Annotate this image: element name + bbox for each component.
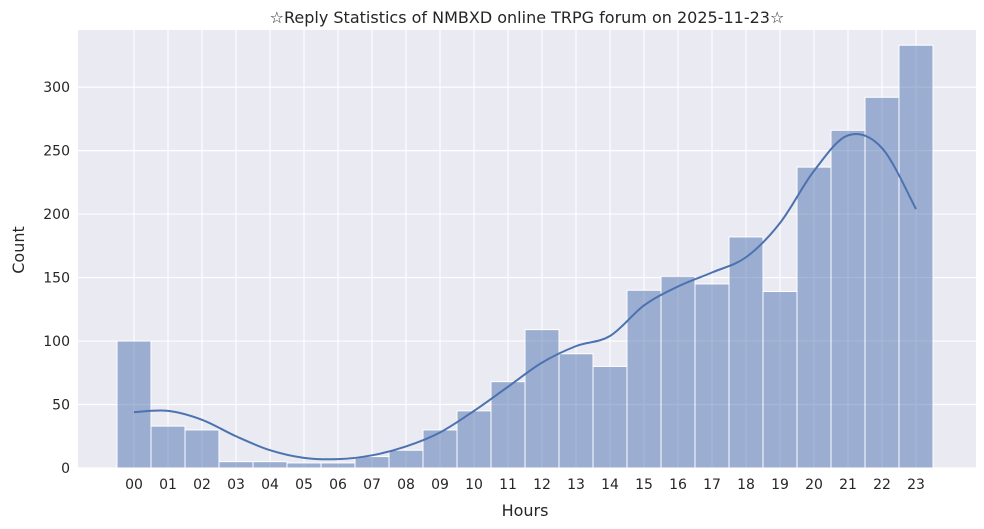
kde-line: [133, 133, 917, 461]
bar-08: [388, 449, 424, 469]
bar-02: [184, 429, 220, 469]
bar-06: [320, 462, 356, 469]
bar-04: [252, 461, 288, 469]
x-tick-label: 06: [329, 477, 347, 493]
x-tick-label: 13: [567, 477, 585, 493]
y-axis-ticks: 0 50 100 150 200 250 300: [43, 80, 70, 477]
x-tick-label: 18: [737, 477, 755, 493]
y-axis-label: Count: [9, 226, 28, 274]
x-tick-label: 20: [805, 477, 823, 493]
x-tick-label: 02: [193, 477, 211, 493]
chart-title: ☆Reply Statistics of NMBXD online TRPG f…: [270, 8, 785, 27]
x-tick-label: 15: [635, 477, 653, 493]
bar-19: [762, 291, 798, 469]
x-axis-ticks: 00 01 02 03 04 05 06 07 08 09 10 11 12 13 14 15 16 17 18 19…: [125, 477, 925, 493]
bar-00: [116, 340, 152, 469]
y-tick-label: 300: [43, 80, 70, 96]
y-tick-label: 50: [52, 398, 70, 414]
bars: [116, 44, 934, 469]
bar-09: [422, 429, 458, 469]
x-tick-label: 21: [839, 477, 857, 493]
bar-21: [830, 129, 866, 469]
x-tick-label: 17: [703, 477, 721, 493]
y-tick-label: 100: [43, 334, 70, 350]
bar-05: [286, 462, 322, 469]
x-tick-label: 11: [499, 477, 517, 493]
x-tick-label: 09: [431, 477, 449, 493]
x-tick-label: 00: [125, 477, 143, 493]
x-tick-label: 16: [669, 477, 687, 493]
bar-01: [150, 425, 186, 469]
bar-13: [558, 353, 594, 469]
bar-20: [796, 166, 832, 469]
x-tick-label: 08: [397, 477, 415, 493]
x-tick-label: 12: [533, 477, 551, 493]
x-tick-label: 04: [261, 477, 279, 493]
x-tick-label: 03: [227, 477, 245, 493]
y-tick-label: 200: [43, 207, 70, 223]
x-tick-label: 10: [465, 477, 483, 493]
x-tick-label: 05: [295, 477, 313, 493]
x-tick-label: 23: [907, 477, 925, 493]
bar-10: [456, 410, 492, 469]
bar-22: [864, 96, 900, 469]
bar-03: [218, 461, 254, 469]
bar-12: [524, 329, 560, 469]
bar-23: [898, 44, 934, 469]
y-tick-label: 0: [61, 461, 70, 477]
bar-16: [660, 275, 696, 469]
bar-18: [728, 236, 764, 469]
x-tick-label: 22: [873, 477, 891, 493]
x-tick-label: 19: [771, 477, 789, 493]
bar-17: [694, 283, 730, 469]
x-tick-label: 14: [601, 477, 619, 493]
y-tick-label: 150: [43, 271, 70, 287]
bar-07: [354, 456, 390, 469]
x-tick-label: 01: [159, 477, 177, 493]
x-tick-label: 07: [363, 477, 381, 493]
bar-15: [626, 289, 662, 469]
x-axis-label: Hours: [502, 501, 549, 520]
bar-14: [592, 365, 628, 469]
y-tick-label: 250: [43, 144, 70, 160]
